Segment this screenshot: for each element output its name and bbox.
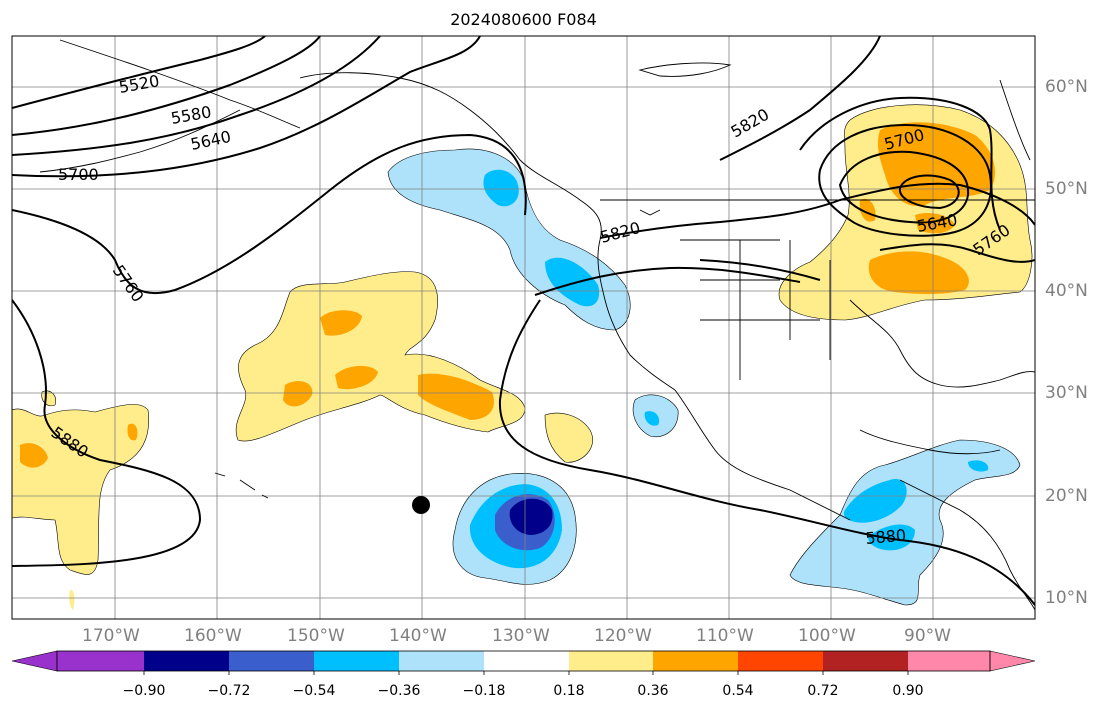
lat-label-20n: 20°N [1045, 486, 1088, 506]
colorbar-bin [399, 651, 484, 671]
lat-label-40n: 40°N [1045, 281, 1088, 301]
colorbar-tick-label: −0.36 [377, 683, 421, 699]
map-title: 2024080600 F084 [450, 10, 597, 29]
lon-label-130w: 130°W [492, 626, 550, 646]
colorbar-bin [823, 651, 908, 671]
lon-label-90w: 90°W [904, 626, 951, 646]
colorbar-bin [57, 651, 144, 671]
contour-label: 5580 [169, 102, 212, 128]
lat-label-30n: 30°N [1045, 383, 1088, 403]
colorbar-bin [314, 651, 399, 671]
location-marker [412, 496, 430, 514]
colorbar-tick-label: 0.36 [637, 683, 669, 699]
lon-label-140w: 140°W [389, 626, 447, 646]
colorbar-bin [144, 651, 229, 671]
colorbar-bin [484, 651, 569, 671]
colorbar-tick-label: −0.18 [462, 683, 506, 699]
lat-label-10n: 10°N [1045, 588, 1088, 608]
lon-label-110w: 110°W [696, 626, 754, 646]
colorbar-bin [908, 651, 990, 671]
anomaly-shading [12, 104, 1033, 610]
colorbar [11, 650, 1036, 675]
contour-label: 5520 [117, 71, 160, 97]
colorbar-bin [569, 651, 653, 671]
colorbar-tick-label: 0.90 [892, 683, 924, 699]
colorbar-bin [653, 651, 738, 671]
contour-label: 5820 [598, 218, 642, 247]
colorbar-tick-label: 0.54 [722, 683, 754, 699]
colorbar-tick-label: 0.18 [553, 683, 585, 699]
contour-label: 5880 [865, 526, 907, 548]
colorbar-bin [229, 651, 314, 671]
contour-label: 5760 [109, 261, 148, 305]
lat-label-60n: 60°N [1045, 77, 1088, 97]
colorbar-tick-label: 0.72 [807, 683, 839, 699]
colorbar-tick-label: −0.90 [122, 683, 166, 699]
lon-label-100w: 100°W [798, 626, 856, 646]
height-contours [12, 36, 1035, 606]
lat-label-50n: 50°N [1045, 179, 1088, 199]
colorbar-low-extend [11, 650, 58, 672]
contour-label: 5700 [58, 165, 99, 184]
colorbar-tick-label: −0.72 [207, 683, 251, 699]
colorbar-tick-label: −0.54 [292, 683, 336, 699]
lon-label-150w: 150°W [287, 626, 345, 646]
colorbar-bin [738, 651, 823, 671]
lon-label-170w: 170°W [82, 626, 140, 646]
lon-label-120w: 120°W [594, 626, 652, 646]
lat-lon-grid [12, 36, 1035, 619]
map-frame [11, 35, 1036, 620]
colorbar-high-extend [989, 650, 1036, 672]
lon-label-160w: 160°W [184, 626, 242, 646]
